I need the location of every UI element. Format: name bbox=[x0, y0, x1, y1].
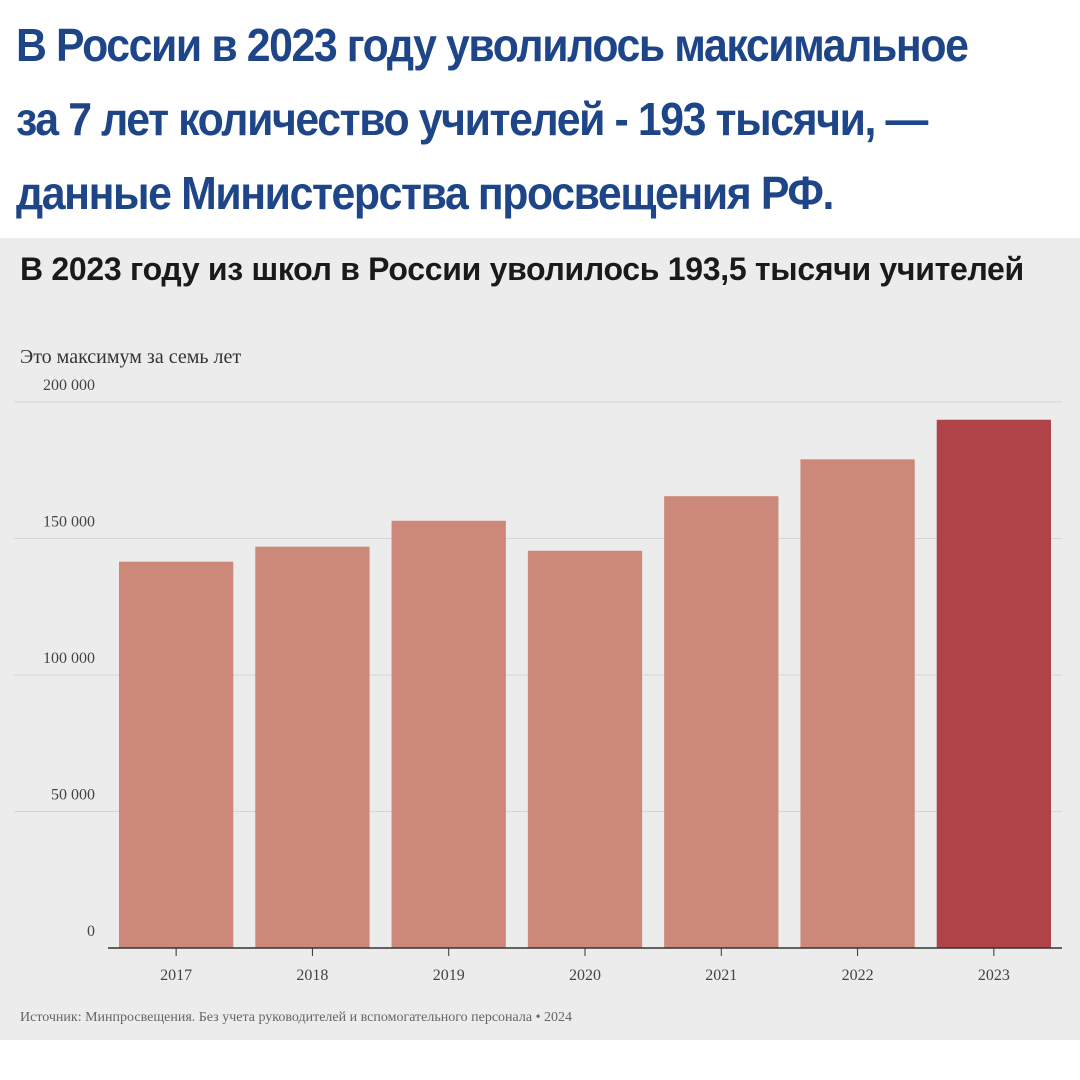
chart-card: В 2023 году из школ в России уволилось 1… bbox=[0, 238, 1080, 1040]
bar-2023 bbox=[936, 419, 1051, 948]
y-tick-label: 0 bbox=[87, 923, 95, 940]
chart-title: В 2023 году из школ в России уволилось 1… bbox=[20, 251, 1024, 287]
chart-source: Источник: Минпросвещения. Без учета руко… bbox=[20, 1010, 572, 1025]
y-tick-label: 100 000 bbox=[43, 650, 95, 667]
x-tick-label: 2018 bbox=[296, 967, 328, 984]
bar-2021 bbox=[664, 496, 779, 948]
y-tick-label: 150 000 bbox=[43, 514, 95, 531]
y-tick-label: 200 000 bbox=[43, 377, 95, 394]
chart-subtitle: Это максимум за семь лет bbox=[20, 346, 242, 368]
bar-2022 bbox=[800, 459, 915, 948]
bar-2017 bbox=[119, 561, 234, 948]
x-tick-label: 2023 bbox=[978, 967, 1010, 984]
bar-chart: 0 50 000 100 000 150 000 200 000 2017 2018 2019… bbox=[14, 377, 1062, 984]
x-tick-label: 2019 bbox=[433, 967, 465, 984]
headline: В России в 2023 году уволилось максималь… bbox=[16, 19, 969, 219]
x-tick-label: 2021 bbox=[705, 967, 737, 984]
bar-2019 bbox=[391, 520, 506, 948]
x-tick-label: 2017 bbox=[160, 967, 192, 984]
bar-2020 bbox=[527, 550, 643, 948]
y-tick-label: 50 000 bbox=[51, 787, 95, 804]
x-tick-label: 2022 bbox=[842, 967, 874, 984]
bar-2018 bbox=[255, 546, 370, 948]
x-tick-label: 2020 bbox=[569, 967, 601, 984]
